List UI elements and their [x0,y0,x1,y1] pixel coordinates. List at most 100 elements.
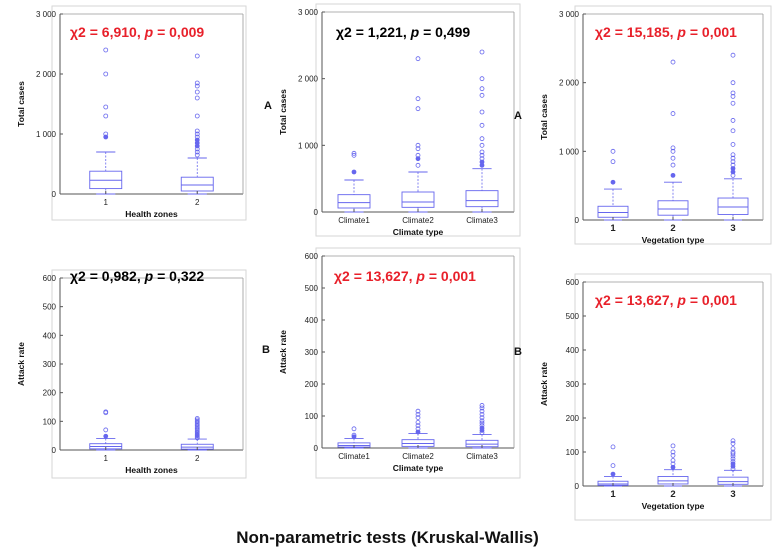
y-tick-label: 0 [575,482,580,491]
outlier-point [479,159,485,165]
outlier-point [670,155,676,161]
y-tick-label: 100 [305,412,319,421]
panel-letter-b: B [514,346,522,358]
y-tick-label: 400 [305,316,319,325]
x-axis-label: Vegetation type [642,235,705,245]
outlier-point [351,150,357,156]
outlier-point [194,418,200,424]
y-tick-label: 100 [43,417,57,426]
outlier-point [415,426,421,432]
y-tick-label: 100 [566,448,580,457]
category-label: 3 [730,489,735,500]
box-Climate2 [401,408,435,449]
outlier-point [670,458,676,463]
chart-total-cases-climate-type: 0 1 000 2 000 3 000 Total cases Climate1 Clima… [278,0,522,240]
box-3 [717,438,749,487]
outlier-point [610,179,616,185]
box-1 [89,409,123,451]
outlier-point [730,155,736,161]
panel-frame [51,269,247,479]
outlier-point [670,162,676,168]
outlier-point [415,408,421,414]
chart-total-cases-vegetation-type: 0 1 000 2 000 3 000 Total cases 1 2 3 Vegetation… [539,0,775,248]
outlier-point [479,76,485,82]
panel-frame [574,5,772,245]
outlier-point [730,449,736,455]
y-axis-label: Attack rate [278,330,288,374]
box-2 [180,53,214,195]
box-2 [180,416,214,451]
outlier-point [670,59,676,65]
outlier-point [479,408,485,414]
y-tick-label: 400 [566,346,580,355]
y-tick-label: 2 000 [36,70,57,79]
category-label: Climate1 [338,452,370,461]
outlier-point [610,463,616,469]
outlier-point [730,118,736,123]
category-label: Climate2 [402,216,434,225]
panel-letter-a: A [514,110,522,122]
outlier-point [730,459,736,464]
y-tick-label: 3 000 [298,8,319,17]
y-tick-label: 400 [43,331,57,340]
category-label: 1 [610,223,616,234]
outlier-point [730,94,736,99]
iqr-box [401,191,435,208]
outlier-point [415,106,421,112]
box-Climate3 [465,49,499,213]
outlier-point [479,49,485,55]
y-tick-label: 2 000 [559,79,580,88]
outlier-point [103,427,109,433]
outlier-point [103,409,109,415]
outlier-point [610,148,616,154]
outlier-point [670,449,676,455]
outlier-point [194,416,200,421]
chi-square-stat: χ2 = 6,910, p = 0,009 [70,24,205,40]
panel-letter-a: A [264,100,272,112]
outlier-point [730,451,736,457]
chi-square-stat: χ2 = 0,982, p = 0,322 [70,268,205,284]
y-axis-label: Attack rate [539,362,549,406]
y-tick-label: 600 [305,252,319,261]
outlier-point [610,471,616,477]
iqr-box [597,205,629,218]
outlier-point [194,128,200,134]
outlier-point [479,156,485,162]
outlier-point [730,456,736,462]
chi-square-stat: χ2 = 13,627, p = 0,001 [595,292,737,308]
outlier-point [730,166,736,171]
category-label: Climate3 [466,216,498,225]
y-tick-label: 500 [305,284,319,293]
box-Climate3 [465,403,499,449]
iqr-box [657,476,689,485]
outlier-point [415,411,421,417]
y-tick-label: 0 [52,190,57,199]
outlier-point [415,56,421,62]
outlier-point [730,159,736,165]
outlier-point [730,80,736,86]
category-label: Climate1 [338,216,370,225]
outlier-point [730,142,736,147]
box-3 [717,52,749,221]
outlier-point [479,405,485,411]
y-tick-label: 300 [566,380,580,389]
y-tick-label: 1 000 [559,147,580,156]
outlier-point [479,423,485,429]
outlier-point [194,80,200,86]
outlier-point [479,411,485,417]
outlier-point [351,152,357,158]
panel-letter-b: B [262,344,270,356]
outlier-point [351,432,357,438]
chart-total-cases-health-zones: 0 1 000 2 000 3 000 Total cases 1 2 Health zone… [0,0,250,228]
y-tick-label: 600 [566,278,580,287]
x-axis-label: Health zones [125,209,178,219]
outlier-point [194,95,200,101]
x-axis-label: Climate type [393,463,444,473]
y-tick-label: 200 [305,380,319,389]
y-tick-label: 2 000 [298,75,319,84]
outlier-point [351,169,357,175]
y-tick-label: 200 [566,414,580,423]
outlier-point [479,403,485,408]
iqr-box [717,197,749,215]
y-tick-label: 200 [43,389,57,398]
